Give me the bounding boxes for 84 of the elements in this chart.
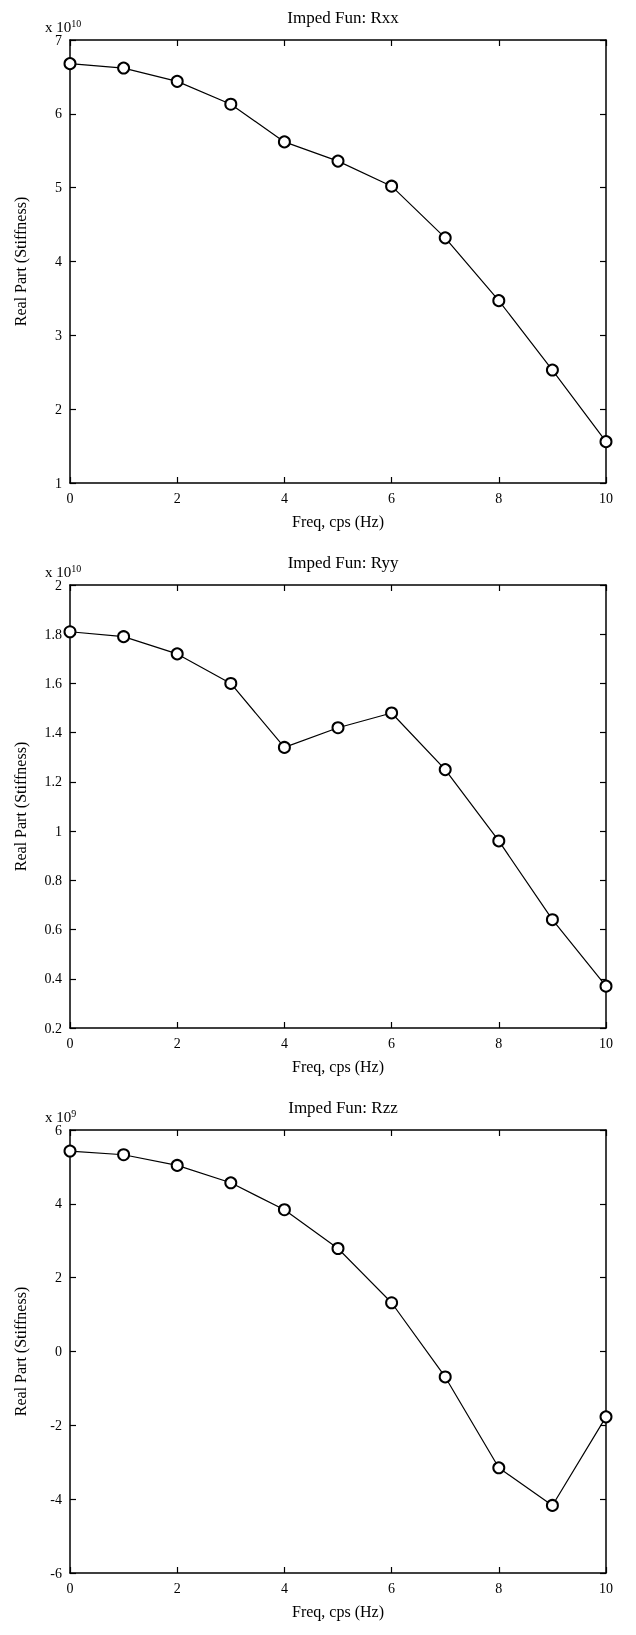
y-axis-title: Real Part (Stiffness) [11, 1286, 30, 1417]
y-tick-label: 2 [55, 577, 62, 593]
chart-title: Imped Fun: Rzz [288, 1098, 399, 1117]
point [224, 97, 238, 111]
y-tick-label: 5 [55, 180, 62, 196]
y-tick-label: 0 [55, 1344, 62, 1359]
point [545, 363, 559, 377]
point [492, 1461, 506, 1475]
y-tick-label: 4 [55, 254, 62, 269]
x-tick-label: 8 [495, 1035, 503, 1051]
chart-title: Imped Fun: Ryy [287, 553, 399, 572]
point [438, 763, 452, 777]
x-tick-label: 8 [495, 490, 503, 506]
point [224, 676, 238, 690]
y-tick-label: 1.2 [44, 774, 62, 790]
point [599, 979, 613, 993]
point [170, 74, 184, 88]
point [599, 435, 613, 449]
x-tick-label: 2 [173, 1580, 181, 1596]
point [331, 1242, 345, 1255]
y-tick-label: 7 [55, 32, 62, 48]
y-tick-label: 6 [55, 106, 62, 122]
point [224, 1176, 238, 1190]
y-tick-label: -4 [50, 1491, 62, 1507]
y-tick-label: 1 [55, 475, 62, 491]
x-axis-title: Freq, cps (Hz) [292, 512, 384, 531]
point [63, 625, 77, 639]
y-tick-label: 4 [55, 1196, 62, 1212]
x-tick-label: 2 [173, 1035, 181, 1051]
point [170, 1158, 184, 1172]
y-tick-label: 3 [55, 327, 62, 343]
x-axis-title: Freq, cps (Hz) [292, 1057, 384, 1076]
point [545, 1498, 559, 1512]
x-tick-label: 0 [66, 1580, 74, 1596]
chart-title: Imped Fun: Rxx [287, 8, 400, 27]
x-tick-label: 6 [388, 1580, 396, 1596]
point [385, 706, 399, 720]
x-tick-label: 4 [280, 490, 288, 506]
y-tick-label: -6 [50, 1565, 62, 1581]
point [331, 721, 345, 735]
point [117, 630, 131, 644]
y-tick-label: 0.6 [44, 922, 62, 938]
y-tick-label: 2 [55, 1270, 62, 1286]
point [492, 834, 506, 848]
point [170, 647, 184, 661]
y-axis-title: Real Part (Stiffness) [11, 196, 30, 327]
y-tick-label: 1.4 [44, 725, 62, 741]
x-tick-label: 6 [388, 490, 396, 506]
y-tick-label: -2 [50, 1417, 62, 1433]
point [545, 913, 559, 927]
point [277, 1203, 291, 1217]
x-tick-label: 4 [280, 1035, 288, 1051]
y-tick-label: 0.2 [44, 1020, 62, 1036]
point [385, 179, 399, 193]
y-tick-label: 0.4 [44, 971, 62, 987]
point [599, 1410, 613, 1424]
x-axis-title: Freq, cps (Hz) [292, 1602, 384, 1621]
x-tick-label: 2 [173, 490, 181, 506]
x-tick-label: 0 [66, 1035, 74, 1051]
point [63, 1144, 77, 1158]
point [438, 231, 452, 245]
y-tick-label: 0.8 [44, 872, 62, 888]
x-tick-label: 10 [599, 490, 613, 506]
y-axis-title: Real Part (Stiffness) [11, 741, 30, 872]
x-tick-label: 10 [599, 1580, 613, 1596]
point [385, 1296, 399, 1310]
x-tick-label: 0 [66, 490, 74, 506]
x-tick-label: 6 [388, 1035, 396, 1051]
y-tick-label: 1.8 [44, 626, 62, 642]
x-tick-label: 10 [599, 1035, 613, 1051]
point [117, 61, 131, 75]
point [438, 1370, 452, 1384]
x-tick-label: 4 [280, 1580, 288, 1596]
point [492, 294, 506, 308]
point [277, 740, 291, 754]
y-tick-label: 1.6 [44, 675, 62, 691]
point [117, 1148, 131, 1162]
x-tick-label: 8 [495, 1580, 503, 1596]
y-tick-label: 6 [55, 1122, 62, 1138]
point [277, 135, 291, 149]
y-tick-label: 2 [55, 401, 62, 417]
y-tick-label: 1 [55, 823, 62, 839]
point [63, 57, 77, 71]
point [331, 154, 345, 168]
